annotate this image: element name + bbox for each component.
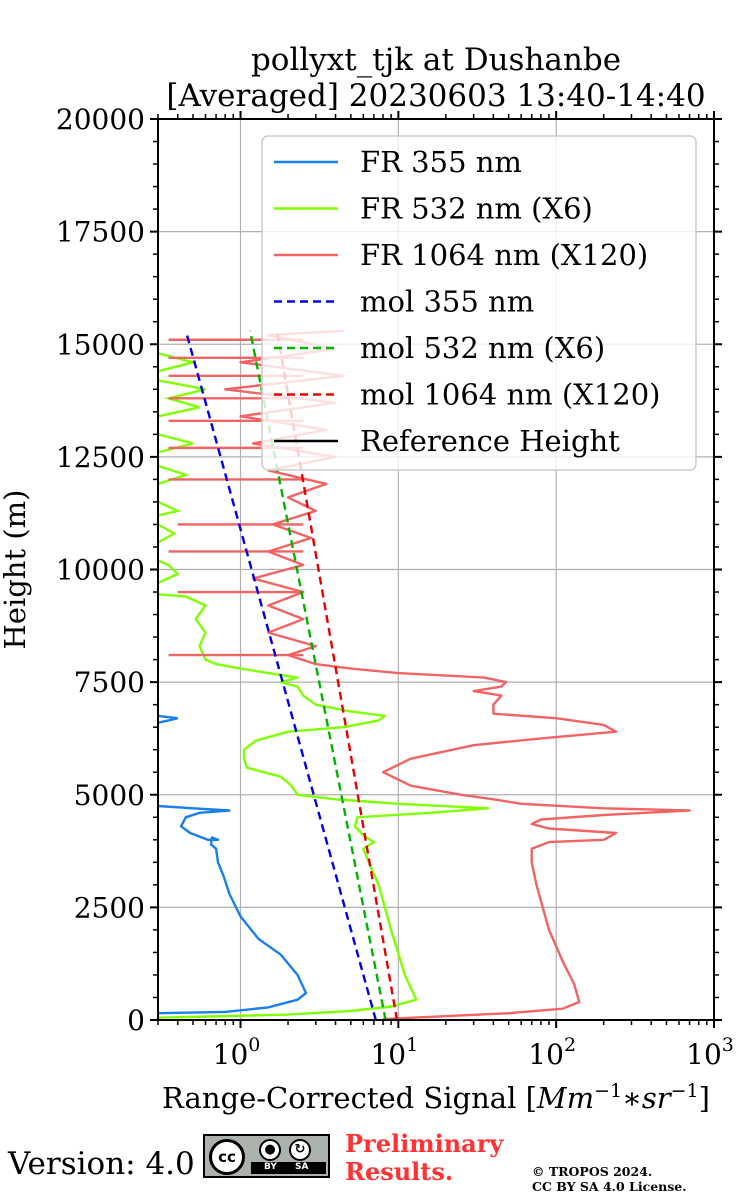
copyright-line1: © TROPOS 2024.: [532, 1164, 653, 1179]
y-tick-label: 5000: [74, 779, 145, 812]
x-axis-label-unit: Mm: [536, 1081, 594, 1115]
version-label: Version: 4.0: [8, 1146, 195, 1182]
series-line-mol355: [184, 330, 377, 1021]
legend-label-fr355: FR 355 nm: [360, 145, 522, 179]
cc-badge-by: BY: [264, 1162, 277, 1172]
y-tick-label: 17500: [56, 216, 145, 249]
series-segment-fr532: [157, 464, 190, 486]
x-tick-label: 100: [213, 1034, 261, 1071]
cc-badge-strip: BY SA: [251, 1162, 326, 1174]
x-axis-label-end: ]: [699, 1081, 710, 1115]
series-segment-fr532: [157, 433, 194, 454]
legend-label-mol1064: mol 1064 nm (X120): [360, 378, 661, 412]
legend-label-mol532: mol 532 nm (X6): [360, 331, 605, 365]
copyright-line2: CC BY SA 4.0 License.: [532, 1179, 687, 1194]
y-tick-label: 2500: [74, 891, 145, 924]
legend-box: [261, 135, 697, 471]
series-mol355: [184, 330, 377, 1021]
series-fr355: [157, 714, 308, 1015]
chart-title-line1: pollyxt_tjk at Dushanbe: [250, 42, 622, 78]
preliminary-results-note: Preliminary Results.: [345, 1130, 503, 1186]
axis-ticks: 0 2500 5000 7500 10000 12500 15000 17500 20000 10…: [56, 103, 734, 1071]
legend-label-reference: Reference Height: [360, 424, 620, 458]
preliminary-line1: Preliminary: [345, 1129, 504, 1158]
cc-license-badge: cc ● ↻ BY SA: [203, 1134, 330, 1178]
series-line-fr532: [157, 593, 490, 1019]
x-axis-label-exp1: −1: [594, 1080, 622, 1102]
series-segment-fr532: [157, 523, 177, 544]
preliminary-line2: Results.: [345, 1157, 454, 1186]
y-tick-label: 12500: [56, 441, 145, 474]
x-axis-label-unit2: ∗sr: [622, 1081, 673, 1115]
x-tick-label: 101: [370, 1034, 418, 1071]
y-tick-label: 15000: [56, 328, 145, 361]
y-tick-label: 20000: [56, 103, 145, 136]
x-tick-label: 102: [528, 1034, 576, 1071]
y-tick-label: 10000: [56, 554, 145, 587]
by-person-icon: ●: [259, 1139, 281, 1161]
legend-label-mol355: mol 355 nm: [360, 285, 534, 319]
legend: FR 355 nm FR 532 nm (X6) FR 1064 nm (X120)…: [261, 135, 697, 471]
series-segment-fr532: [157, 352, 194, 373]
y-axis-label: Height (m): [0, 490, 32, 650]
legend-label-fr1064: FR 1064 nm (X120): [360, 238, 648, 272]
legend-label-fr532: FR 532 nm (X6): [360, 192, 593, 226]
series-line-fr355: [157, 804, 308, 1015]
copyright-note: © TROPOS 2024. CC BY SA 4.0 License.: [532, 1164, 687, 1194]
series-segment-fr532: [157, 559, 180, 585]
y-tick-label: 0: [127, 1004, 145, 1037]
x-axis-label-exp2: −1: [671, 1080, 699, 1102]
y-tick-label: 7500: [74, 666, 145, 699]
sa-share-icon: ↻: [289, 1139, 311, 1161]
series-segment-fr355: [157, 714, 178, 724]
cc-badge-sa: SA: [295, 1162, 309, 1172]
cc-icon: cc: [209, 1139, 245, 1175]
series-segment-fr532: [157, 500, 182, 517]
x-tick-label: 103: [686, 1034, 734, 1071]
chart-title-line2: [Averaged] 20230603 13:40-14:40: [166, 78, 706, 114]
x-axis-label-text: Range-Corrected Signal [: [162, 1081, 537, 1115]
x-axis-label: Range-Corrected Signal [Mm−1∗sr−1]: [162, 1080, 710, 1115]
